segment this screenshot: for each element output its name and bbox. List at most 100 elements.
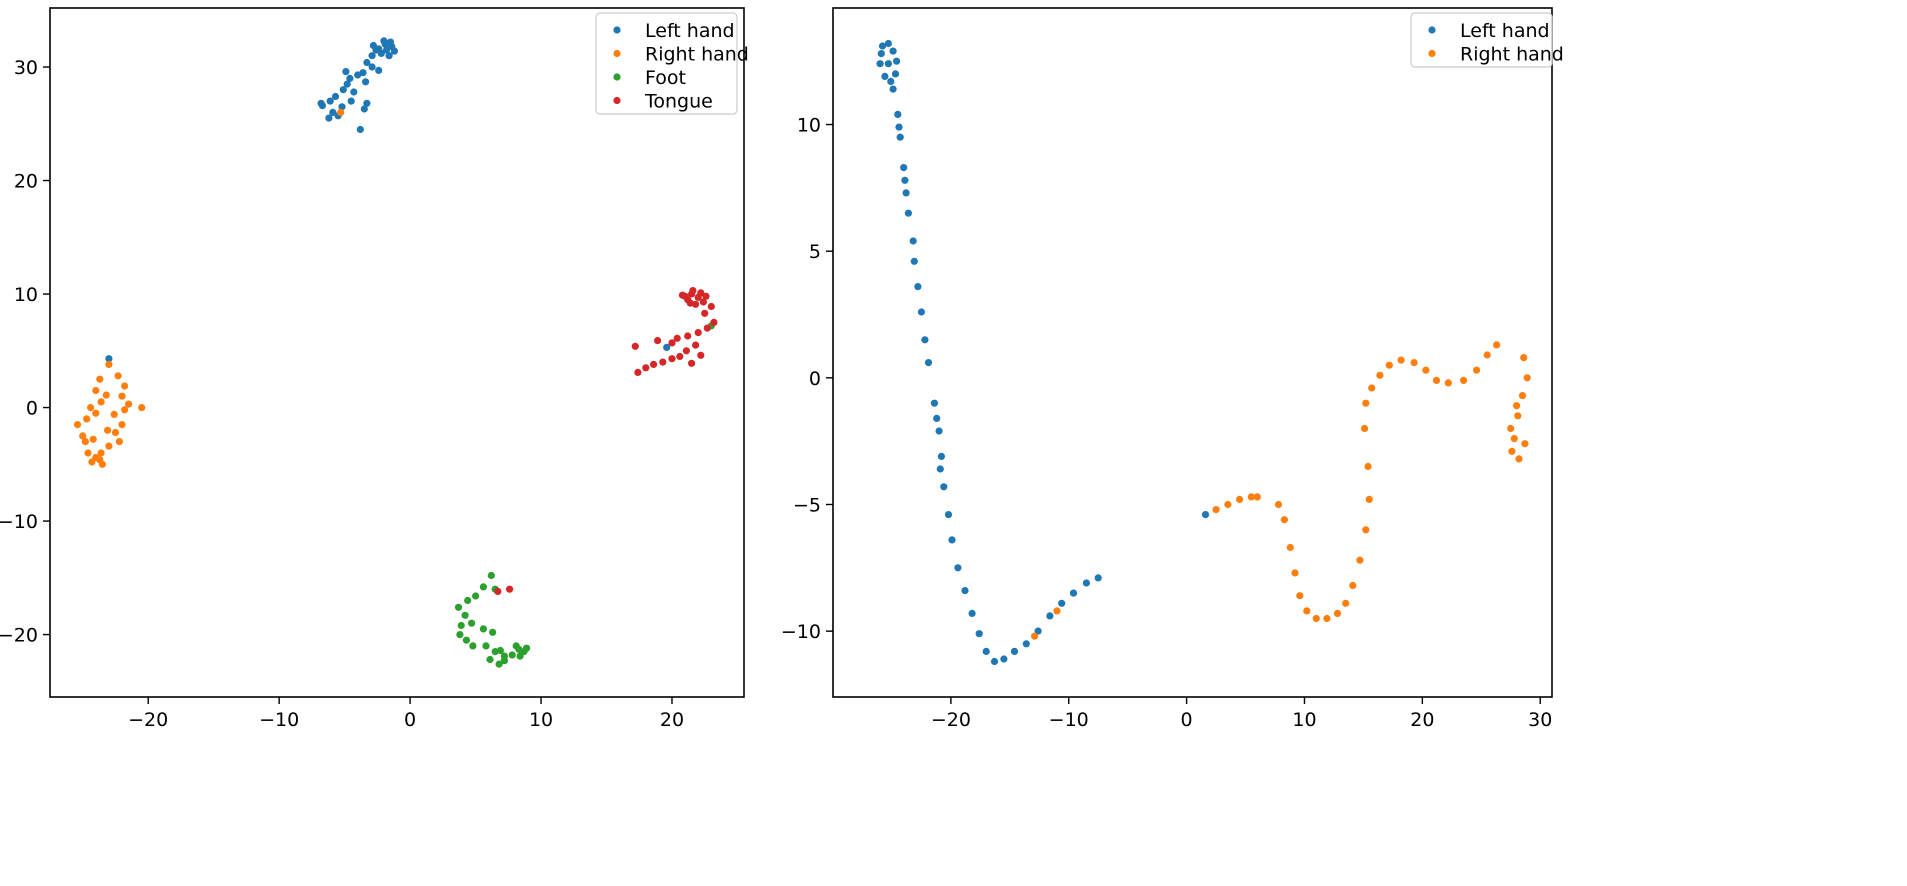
x-tick-label: 30: [1528, 709, 1552, 731]
point-right-hand: [1342, 599, 1350, 607]
point-right-hand: [1422, 366, 1430, 374]
point-tongue: [686, 299, 694, 307]
point-right-hand: [1493, 341, 1501, 349]
point-tongue: [673, 334, 681, 342]
point-left-hand: [936, 465, 944, 473]
point-tongue: [699, 298, 708, 306]
point-left-hand: [380, 37, 388, 45]
point-right-hand: [1349, 581, 1357, 590]
point-left-hand: [360, 105, 368, 113]
point-foot: [457, 621, 465, 630]
point-foot: [516, 652, 524, 660]
point-right-hand: [111, 428, 120, 437]
point-right-hand: [118, 421, 126, 429]
point-left-hand: [944, 510, 953, 519]
point-tongue: [634, 368, 642, 376]
point-tongue: [642, 364, 650, 372]
point-right-hand: [1274, 500, 1283, 509]
point-tongue: [697, 351, 705, 359]
point-left-hand: [338, 103, 346, 111]
y-tick-label: −5: [793, 494, 821, 516]
point-left-hand: [339, 86, 347, 94]
point-tongue: [689, 287, 697, 295]
point-left-hand: [876, 60, 884, 68]
point-right-hand: [110, 410, 118, 418]
x-tick-label: 20: [1410, 709, 1434, 731]
right-panel-y-ticks: −10 −5 0 5 10: [781, 115, 833, 643]
y-tick-label: 10: [797, 115, 821, 137]
y-tick-label: 30: [14, 57, 38, 79]
point-left-hand: [363, 99, 371, 107]
point-right-hand: [1376, 371, 1384, 379]
point-foot: [462, 636, 470, 644]
point-right-hand: [1521, 440, 1529, 448]
y-tick-label: −10: [781, 621, 821, 643]
point-tongue: [707, 302, 715, 311]
point-right-hand: [138, 404, 146, 412]
point-right-hand: [118, 392, 126, 400]
point-right-hand: [97, 449, 105, 457]
point-tongue: [668, 355, 676, 363]
point-left-hand: [317, 99, 325, 107]
point-left-hand: [343, 80, 351, 88]
point-right-hand: [87, 404, 95, 412]
point-left-hand: [930, 399, 939, 407]
point-left-hand: [935, 427, 943, 435]
point-right-hand: [92, 386, 100, 395]
point-right-hand: [114, 372, 122, 380]
point-right-hand: [1312, 614, 1320, 623]
point-left-hand: [1000, 655, 1008, 663]
point-left-hand: [895, 123, 903, 131]
legend-label-left-hand: Left hand: [1460, 20, 1550, 42]
point-tongue: [702, 292, 710, 300]
point-right-hand: [121, 382, 129, 390]
point-right-hand: [1473, 366, 1481, 374]
point-right-hand: [1515, 455, 1523, 463]
point-left-hand: [910, 257, 918, 265]
point-right-hand: [1224, 500, 1232, 509]
point-right-hand: [115, 438, 123, 446]
point-right-hand: [1247, 493, 1255, 501]
point-tongue: [678, 291, 687, 299]
point-tongue: [682, 347, 691, 355]
point-left-hand: [369, 41, 377, 50]
legend-marker-right-hand: [613, 49, 621, 58]
point-left-hand: [382, 46, 391, 54]
point-tongue: [710, 318, 718, 326]
point-right-hand: [1510, 435, 1518, 443]
point-left-hand: [900, 164, 908, 172]
y-tick-label: −10: [0, 511, 38, 533]
point-left-hand: [904, 209, 913, 217]
point-right-hand: [89, 435, 97, 443]
point-foot: [479, 583, 487, 591]
point-left-hand: [1094, 574, 1102, 582]
point-left-hand: [368, 52, 376, 60]
point-right-hand: [1444, 379, 1452, 387]
point-foot: [456, 631, 464, 639]
legend-label-left-hand: Left hand: [645, 20, 735, 42]
point-left-hand: [982, 647, 990, 656]
point-right-hand: [1291, 569, 1299, 577]
point-tongue: [692, 341, 700, 349]
point-left-hand: [902, 189, 910, 197]
left-panel-x-ticks: −20 −10 0 10 20: [128, 697, 684, 731]
point-left-hand: [954, 564, 962, 572]
point-right-hand: [1385, 361, 1393, 369]
legend-marker-left-hand: [1428, 26, 1436, 34]
point-foot: [486, 655, 494, 664]
point-tongue: [694, 329, 702, 337]
point-right-hand: [1508, 447, 1516, 455]
point-left-hand: [1034, 627, 1042, 635]
point-right-hand: [1507, 424, 1515, 433]
point-right-hand: [104, 426, 112, 434]
point-foot: [454, 603, 463, 611]
point-right-hand: [1236, 495, 1244, 503]
point-right-hand: [1410, 359, 1418, 367]
point-left-hand: [894, 110, 902, 118]
legend-box: [595, 12, 738, 115]
point-left-hand: [937, 452, 946, 460]
